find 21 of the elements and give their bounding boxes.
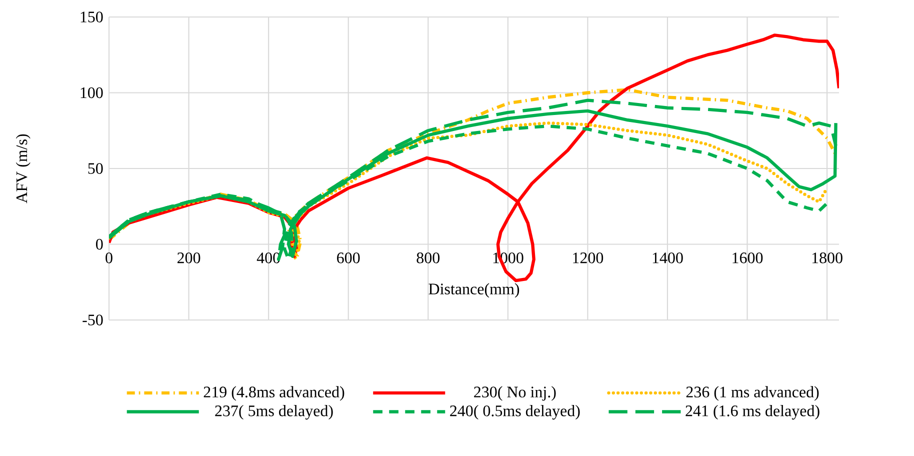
legend-label: 237( 5ms delayed) bbox=[215, 405, 333, 420]
x-tick-label: 600 bbox=[337, 252, 360, 264]
x-tick-label: 800 bbox=[416, 252, 440, 264]
legend-label: 236 (1 ms advanced) bbox=[686, 386, 819, 401]
x-tick-label: 1400 bbox=[652, 252, 683, 264]
x-tick-label: 200 bbox=[178, 252, 200, 264]
x-tick-label: 1800 bbox=[812, 252, 842, 264]
y-tick-label: 0 bbox=[96, 238, 103, 250]
x-tick-label: 1600 bbox=[732, 252, 763, 264]
y-tick-label: 50 bbox=[88, 163, 103, 174]
legend-label: 230( No inj.) bbox=[474, 386, 556, 401]
x-axis-title: Distance(mm) bbox=[428, 283, 520, 298]
x-tick-label: 0 bbox=[106, 252, 112, 264]
y-axis-title: AFV (m/s) bbox=[16, 134, 30, 204]
y-tick-label: -50 bbox=[82, 314, 103, 326]
x-tick-label: 1200 bbox=[573, 252, 604, 264]
legend-label: 219 (4.8ms advanced) bbox=[204, 386, 344, 401]
legend-label: 240( 0.5ms delayed) bbox=[450, 405, 580, 420]
y-tick-label: 150 bbox=[80, 12, 103, 22]
y-tick-label: 100 bbox=[80, 87, 103, 98]
legend-label: 241 (1.6 ms delayed) bbox=[686, 405, 820, 420]
